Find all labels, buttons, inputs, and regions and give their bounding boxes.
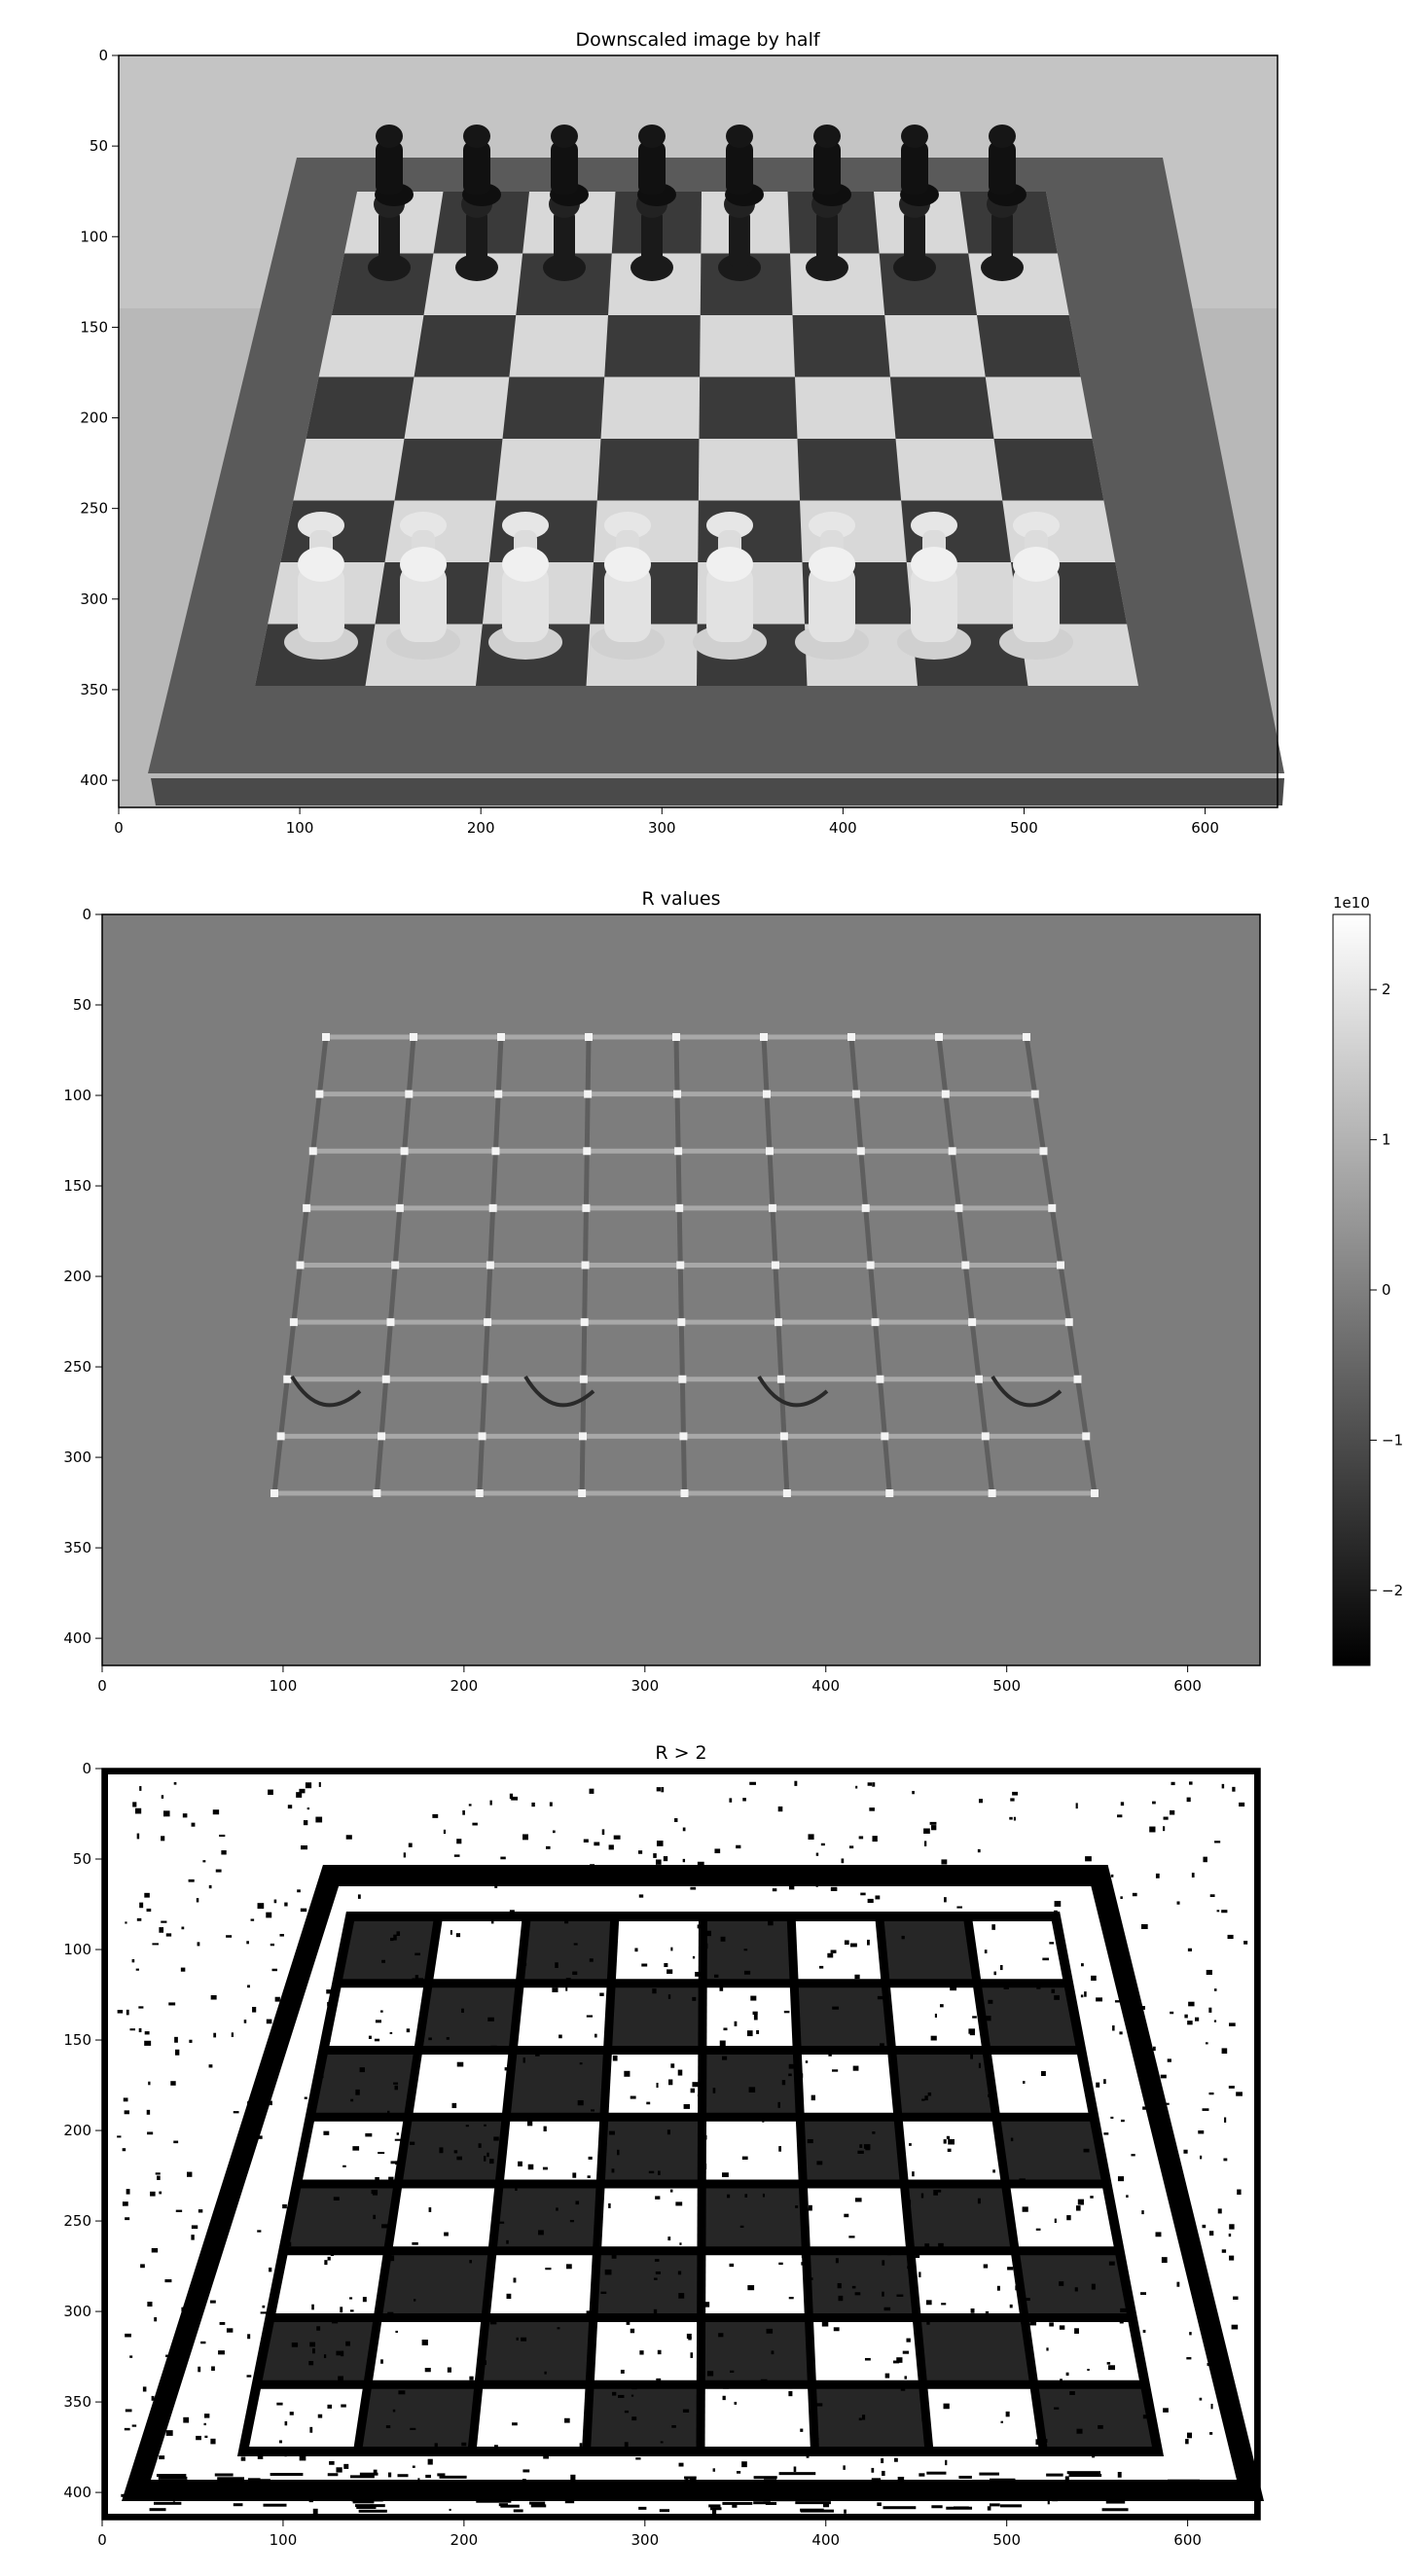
y-tick-label: 100 — [63, 1941, 91, 1958]
x-tick-label: 400 — [811, 2531, 840, 2549]
y-tick-label: 100 — [63, 1087, 91, 1104]
colorbar-tick-label: 0 — [1382, 1281, 1391, 1299]
x-tick-label: 300 — [630, 2531, 659, 2549]
y-tick-label: 250 — [80, 500, 108, 518]
downscaled-axes: 0 100 200 300 400 500 600 0 50 100 150 200 250 300 350… — [80, 47, 1219, 837]
y-tick-label: 300 — [63, 1449, 91, 1466]
y-tick-label: 400 — [63, 2484, 91, 2501]
black-pieces — [368, 125, 1027, 281]
y-tick-label: 150 — [63, 2031, 91, 2049]
y-tick-label: 0 — [82, 1760, 91, 1777]
y-tick-label: 400 — [63, 1629, 91, 1647]
y-tick-label: 300 — [63, 2303, 91, 2320]
x-tick-label: 600 — [1191, 819, 1219, 837]
y-tick-label: 0 — [82, 906, 91, 923]
colorbar-tick-label: 1 — [1382, 1131, 1391, 1149]
threshold-title: R > 2 — [655, 1742, 706, 1764]
x-tick-label: 100 — [270, 1677, 298, 1695]
colorbar — [1332, 913, 1371, 1666]
x-tick-label: 200 — [450, 1677, 479, 1695]
threshold-pattern — [117, 1780, 1248, 2515]
x-tick-label: 400 — [829, 819, 857, 837]
y-tick-label: 200 — [80, 410, 108, 427]
threshold-figure: R > 2 0 100 200 300 400 500 600 0 50 100 150 200 250… — [63, 1742, 1265, 2549]
x-tick-label: 0 — [97, 2531, 107, 2549]
r-values-title: R values — [641, 888, 720, 910]
y-tick-label: 100 — [80, 228, 108, 245]
y-tick-label: 350 — [80, 681, 108, 698]
white-pieces — [284, 512, 1073, 660]
x-tick-label: 400 — [811, 1677, 840, 1695]
y-tick-label: 150 — [80, 318, 108, 336]
downscaled-image — [119, 55, 1284, 807]
y-tick-label: 250 — [63, 1358, 91, 1376]
r-values-axes-frame — [101, 913, 1261, 1666]
r-values-figure: R values 0 100 200 300 400 500 600050100150200… — [63, 888, 1403, 1695]
y-tick-label: 300 — [80, 590, 108, 608]
x-tick-label: 300 — [648, 819, 676, 837]
y-tick-label: 150 — [63, 1177, 91, 1195]
y-tick-label: 250 — [63, 2212, 91, 2230]
y-tick-label: 400 — [80, 771, 108, 789]
colorbar-tick-label: −2 — [1382, 1582, 1403, 1599]
x-tick-label: 600 — [1173, 2531, 1202, 2549]
y-tick-label: 200 — [63, 1268, 91, 1285]
panel-downscaled: Downscaled image by half 0 100 200 300 400 50… — [0, 0, 1405, 837]
r-values-edges — [270, 1033, 1099, 1497]
x-tick-label: 200 — [450, 2531, 479, 2549]
downscaled-title: Downscaled image by half — [575, 29, 820, 51]
threshold-axes-frame — [101, 1768, 1261, 2521]
colorbar-exponent: 1e10 — [1333, 894, 1370, 912]
y-tick-label: 350 — [63, 2393, 91, 2411]
colorbar-ticks: 2 1 0 −1 −2 — [1370, 981, 1403, 1599]
x-tick-label: 500 — [992, 2531, 1021, 2549]
y-tick-label: 200 — [63, 2122, 91, 2139]
threshold-axes: 0 100 200 300 400 500 600 0 50 100 150 200 250 300 350… — [63, 1760, 1202, 2549]
threshold-image — [102, 1769, 1265, 2520]
x-tick-label: 0 — [114, 819, 124, 837]
panel-r-values: R values 0 100 200 300 400 500 600 0 50 100 150 200… — [0, 837, 1405, 1712]
x-tick-label: 500 — [992, 1677, 1021, 1695]
x-tick-label: 300 — [630, 1677, 659, 1695]
y-tick-label: 50 — [73, 1850, 91, 1868]
downscaled-figure: Downscaled image by half 0 100 200 300 400 50… — [80, 29, 1284, 837]
x-tick-label: 500 — [1010, 819, 1038, 837]
x-tick-label: 600 — [1173, 1677, 1202, 1695]
r-values-image — [102, 914, 1260, 1665]
y-tick-label: 350 — [63, 1539, 91, 1556]
downscaled-axes-frame — [118, 54, 1279, 808]
x-tick-label: 200 — [467, 819, 495, 837]
y-tick-label: 50 — [73, 996, 91, 1014]
x-tick-label: 100 — [286, 819, 314, 837]
colorbar-tick-label: 2 — [1382, 981, 1391, 998]
colorbar-tick-label: −1 — [1382, 1431, 1403, 1449]
x-tick-label: 0 — [97, 1677, 107, 1695]
y-tick-label: 50 — [90, 137, 108, 155]
y-tick-label: 0 — [98, 47, 108, 64]
x-tick-label: 100 — [270, 2531, 298, 2549]
r-values-axes: 0 100 200 300 400 500 600 0 50 100 150 200 250 300 350… — [63, 906, 1202, 1695]
panel-threshold: R > 2 0 100 200 300 400 500 600 0 50 100 150 200 250… — [0, 1712, 1405, 2572]
